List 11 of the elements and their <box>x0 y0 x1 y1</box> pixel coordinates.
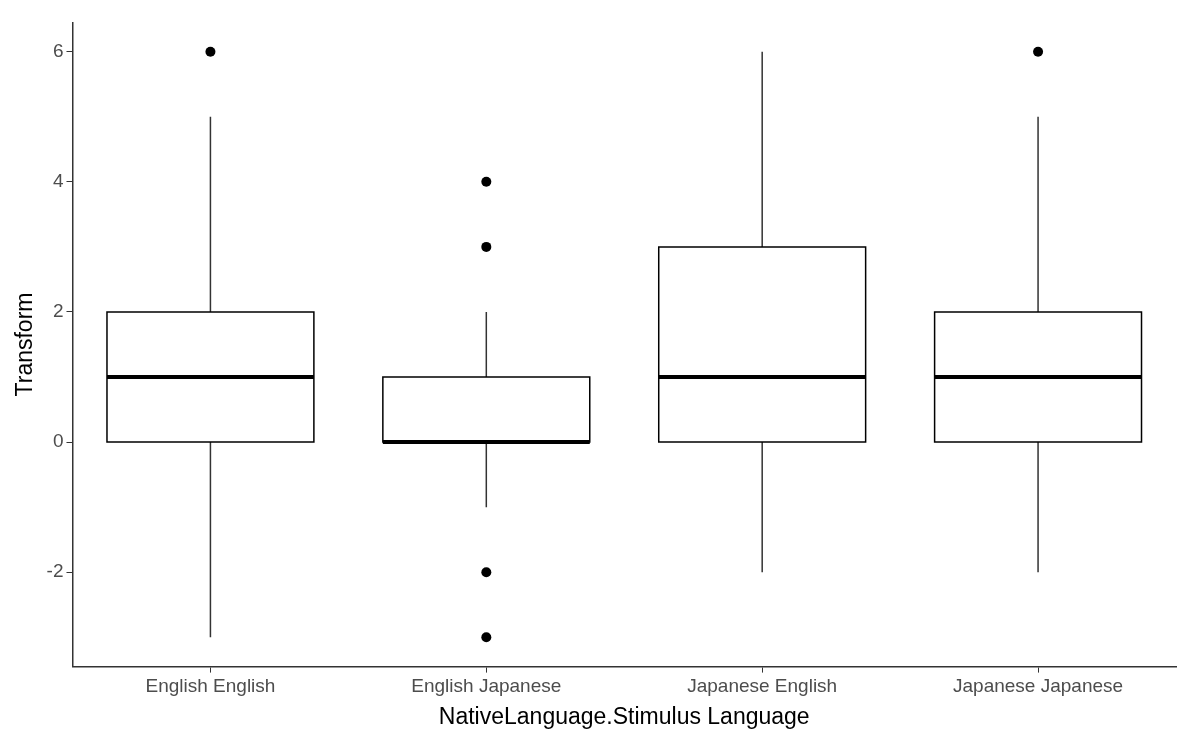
y-tick-label: 2 <box>52 300 64 322</box>
y-axis-title: Transform <box>11 292 38 397</box>
x-axis-title: NativeLanguage.Stimulus Language <box>438 702 810 729</box>
x-tick-label: English English <box>145 675 276 697</box>
x-tick-label: Japanese English <box>687 675 838 697</box>
x-tick-label: English Japanese <box>411 675 562 697</box>
y-tick-label: 6 <box>52 39 64 61</box>
y-tick-label: 0 <box>52 430 64 452</box>
y-tick-label: 4 <box>52 170 64 192</box>
y-tick-label: -2 <box>46 560 64 582</box>
x-tick-label: Japanese Japanese <box>953 675 1124 697</box>
